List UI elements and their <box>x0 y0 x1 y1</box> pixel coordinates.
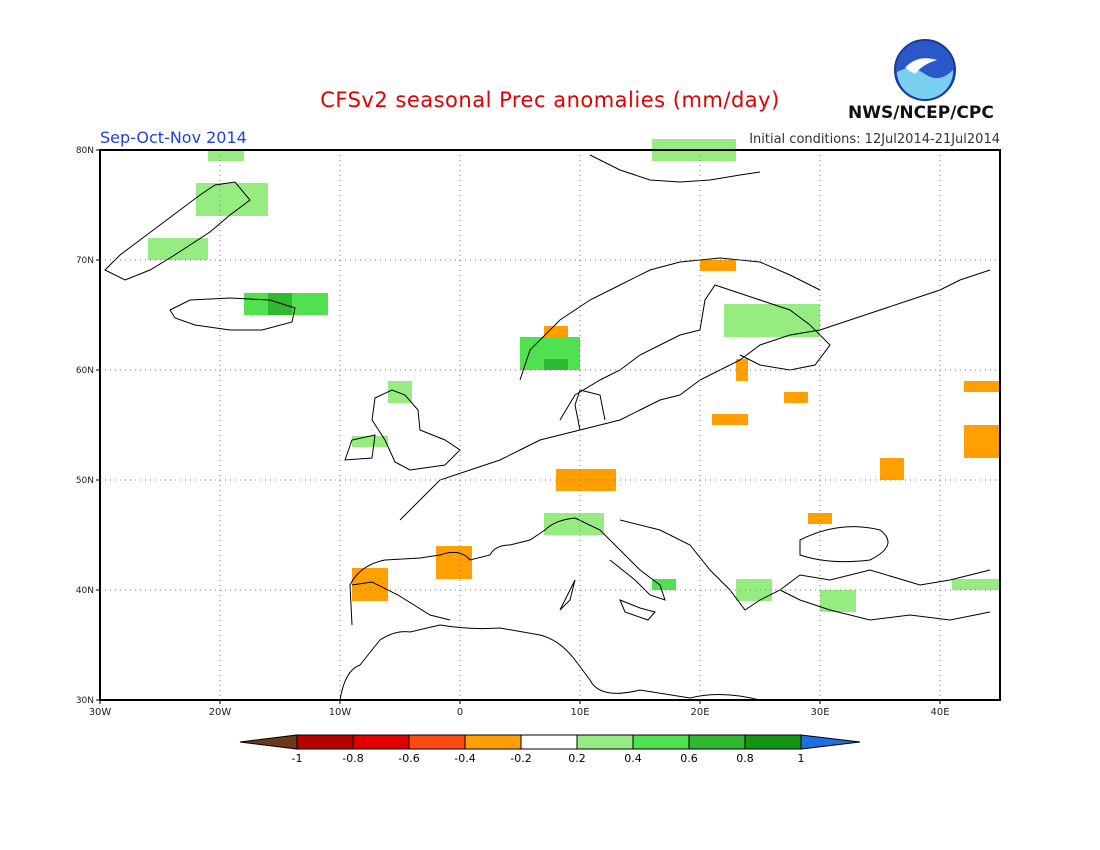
anomaly-cell <box>268 293 292 315</box>
colorbar-segment <box>744 734 802 750</box>
anomaly-cell <box>880 458 904 480</box>
anomaly-cell <box>352 436 388 447</box>
chart-title: CFSv2 seasonal Prec anomalies (mm/day) <box>320 88 780 112</box>
colorbar-label: -0.4 <box>454 752 475 765</box>
colorbar-label: 0.8 <box>736 752 754 765</box>
anomaly-cell <box>652 579 676 590</box>
colorbar-low-triangle <box>239 734 298 750</box>
initial-conditions-label: Initial conditions: 12Jul2014-21Jul2014 <box>749 132 1000 147</box>
colorbar-segment <box>576 734 634 750</box>
anomaly-cell <box>964 381 1000 392</box>
anomaly-cell <box>436 546 472 579</box>
organization-label: NWS/NCEP/CPC <box>848 103 994 123</box>
anomaly-cell <box>544 359 568 370</box>
lon-tick-label: 0 <box>457 707 463 718</box>
colorbar-label: -0.6 <box>398 752 419 765</box>
colorbar-segment <box>296 734 354 750</box>
anomaly-cell <box>544 326 568 337</box>
colorbar-segment <box>632 734 690 750</box>
anomaly-cell <box>820 590 856 612</box>
lon-tick-label: 20E <box>690 707 709 718</box>
anomaly-cell <box>736 359 748 381</box>
colorbar-label: -1 <box>292 752 303 765</box>
lat-lon-grid <box>100 150 1000 700</box>
colorbar-label: 0.4 <box>624 752 642 765</box>
lon-tick-label: 30E <box>810 707 829 718</box>
anomaly-cell <box>964 425 1000 458</box>
colorbar: -1 -0.8 -0.6 -0.4 -0.2 0.2 0.4 0.6 0.8 1 <box>239 734 861 765</box>
anomaly-cell <box>388 381 412 403</box>
colorbar-segment <box>352 734 410 750</box>
lon-tick-label: 30W <box>89 707 112 718</box>
anomaly-cell <box>148 238 208 260</box>
anomaly-cell <box>736 579 772 601</box>
anomaly-cell <box>808 513 832 524</box>
lat-tick-label: 70N <box>76 256 94 266</box>
anomaly-cell <box>208 150 244 161</box>
lon-tick-label: 20W <box>209 707 232 718</box>
lat-tick-label: 50N <box>76 476 94 486</box>
anomaly-cell <box>784 392 808 403</box>
coastlines <box>104 154 991 701</box>
lon-tick-label: 40E <box>930 707 949 718</box>
lat-tick-label: 40N <box>76 586 94 596</box>
colorbar-label: -0.2 <box>510 752 531 765</box>
axis-ticks: 30W 20W 10W 0 10E 20E 30E 40E 30N 40N 50N 60N 70N 80N <box>76 146 950 718</box>
lat-tick-label: 60N <box>76 366 94 376</box>
anomaly-cells <box>148 139 1000 612</box>
colorbar-segment <box>464 734 522 750</box>
noaa-logo-icon <box>894 39 956 101</box>
lat-tick-label: 30N <box>76 696 94 706</box>
anomaly-cell <box>196 183 268 216</box>
season-label: Sep-Oct-Nov 2014 <box>100 128 247 147</box>
colorbar-segment <box>688 734 746 750</box>
colorbar-segment <box>408 734 466 750</box>
colorbar-segment <box>520 734 578 750</box>
anomaly-cell <box>952 579 1000 590</box>
lat-tick-label: 80N <box>76 146 94 156</box>
anomaly-cell <box>700 260 736 271</box>
anomaly-cell <box>712 414 748 425</box>
lon-tick-label: 10W <box>329 707 352 718</box>
anomaly-cell <box>544 513 604 535</box>
colorbar-label: 0.6 <box>680 752 698 765</box>
colorbar-label: -0.8 <box>342 752 363 765</box>
colorbar-high-triangle <box>800 734 861 750</box>
colorbar-label: 1 <box>798 752 805 765</box>
map-frame <box>99 149 1001 701</box>
colorbar-label: 0.2 <box>568 752 586 765</box>
lon-tick-label: 10E <box>570 707 589 718</box>
